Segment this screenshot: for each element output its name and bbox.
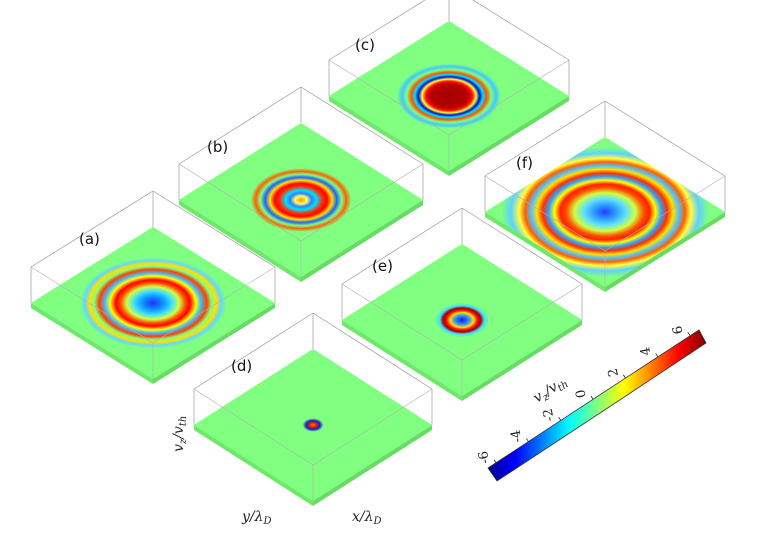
panel-label-a: (a) — [79, 230, 100, 248]
panel-label-c: (c) — [355, 36, 375, 54]
panel-box-edge — [472, 0, 570, 61]
panel-ring-pattern — [33, 228, 273, 378]
panel-ring-pattern — [344, 245, 580, 395]
panel-plane-side — [329, 96, 449, 176]
colorbar: vz/vth -6 -4 -2 0 2 4 6 — [476, 325, 707, 482]
panel-d — [193, 312, 433, 506]
panel-plane-side — [313, 425, 432, 506]
colorbar-tick-label: -2 — [541, 407, 558, 422]
panel-ring-pattern — [196, 350, 430, 500]
colorbar-tick-mark — [526, 438, 529, 442]
panel-label-d: (d) — [231, 357, 252, 375]
panel-a — [30, 190, 276, 384]
panel-box-edge — [300, 86, 424, 165]
panel-box-edge — [328, 59, 570, 136]
colorbar-tick-mark — [687, 332, 691, 336]
colorbar-tick-mark — [558, 417, 562, 421]
panel-label-f: (f) — [516, 154, 533, 172]
colorbar-tick-mark — [655, 353, 658, 357]
colorbar-tick-label: -4 — [508, 429, 525, 444]
panel-b — [178, 86, 424, 282]
panel-box-edge — [30, 266, 276, 344]
panel-plane-side — [342, 320, 462, 401]
panel-plane-side — [179, 200, 301, 282]
panel-ring-pattern — [487, 138, 723, 286]
panel-box-edge — [178, 163, 424, 242]
colorbar-tick-mark — [622, 374, 626, 378]
colorbar-tick-label: 2 — [606, 367, 622, 378]
panel-c — [328, 0, 570, 176]
panel-box-edge — [312, 312, 433, 390]
panel-plane-side — [31, 303, 153, 384]
panel-plane-side — [462, 320, 582, 401]
x-axis-label: x/λD — [352, 509, 382, 527]
colorbar-ticks: -6 -4 -2 0 2 4 6 — [476, 325, 691, 465]
colorbar-tick-label: 4 — [638, 346, 654, 357]
colorbar-tick-label: -6 — [476, 450, 493, 465]
colorbar-fill — [487, 329, 707, 482]
panel-box-edge — [193, 388, 433, 466]
panel-label-b: (b) — [207, 138, 228, 156]
panel-e — [341, 207, 583, 401]
panel-label-e: (e) — [372, 257, 393, 275]
panel-box-edge — [461, 207, 583, 285]
panel-plane-side — [485, 212, 605, 292]
panels-group — [30, 0, 726, 506]
panel-ring-pattern — [181, 124, 421, 276]
panel-plane-side — [301, 200, 423, 282]
panel-plane-side — [194, 425, 313, 506]
panel-box-edge — [30, 190, 154, 268]
panel-box-edge — [484, 175, 726, 252]
colorbar-tick-label: 0 — [573, 388, 589, 399]
colorbar-label: vz/vth — [530, 373, 570, 408]
panel-plane-side — [449, 96, 569, 176]
panel-box-edge — [341, 207, 463, 285]
panel-box-edge — [328, 0, 426, 61]
y-axis-label: y/λD — [241, 509, 272, 527]
colorbar-tick-mark — [493, 459, 497, 463]
panel-plane-side — [605, 212, 725, 292]
panel-ring-pattern — [331, 22, 567, 170]
panel-box-edge — [152, 190, 276, 268]
panel-plane-side — [153, 303, 275, 384]
colorbar-tick-mark — [590, 395, 594, 400]
panel-box-edge — [341, 283, 583, 361]
panel-box-edge — [178, 86, 302, 165]
panel-f — [484, 100, 726, 292]
z-axis-label: vz/vth — [171, 416, 189, 452]
panel-box-edge — [193, 312, 314, 390]
colorbar-tick-label: 6 — [670, 325, 686, 336]
panel-box-edge — [604, 100, 726, 177]
panel-box-edge — [484, 100, 606, 177]
